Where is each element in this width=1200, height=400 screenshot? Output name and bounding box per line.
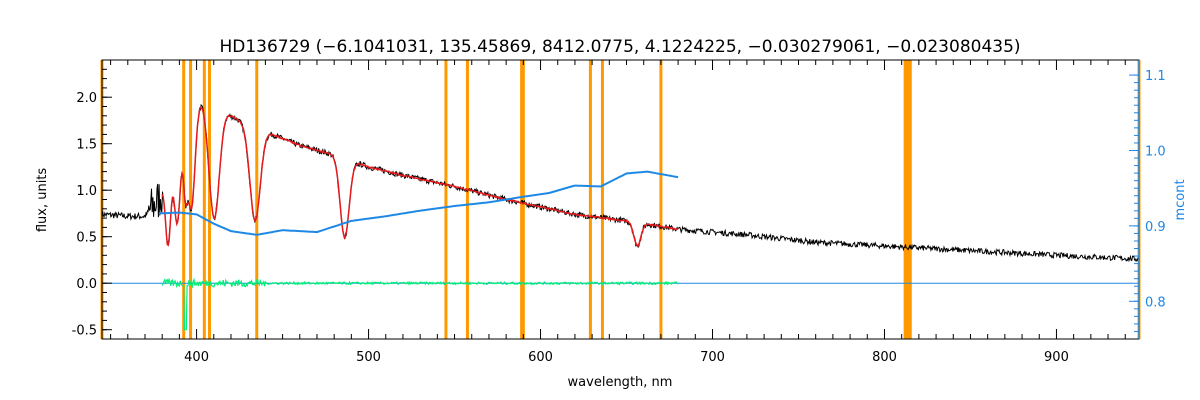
y-tick-label: -0.5 <box>72 324 97 339</box>
x-axis-label: wavelength, nm <box>568 375 673 390</box>
y-tick-label: 1.5 <box>76 138 97 153</box>
x-tick-label: 400 <box>184 350 209 365</box>
right-y-tick-label: 1.0 <box>1145 144 1166 159</box>
chart-title: HD136729 (−6.1041031, 135.45869, 8412.07… <box>219 37 1020 57</box>
y-tick-label: 1.0 <box>76 184 97 199</box>
x-axis: 400 500 600 700 800 900 <box>110 60 1126 365</box>
right-y-tick-label: 0.9 <box>1145 220 1166 235</box>
x-tick-label: 700 <box>700 350 725 365</box>
plot-area <box>101 103 1140 331</box>
mask-lines <box>100 60 1141 339</box>
y-tick-label: 2.0 <box>76 91 97 106</box>
y-tick-label: 0.5 <box>76 231 97 246</box>
y-axis: -0.5 0.0 0.5 1.0 1.5 2.0 <box>72 68 112 339</box>
model-fit-line <box>161 106 679 248</box>
x-tick-label: 900 <box>1044 350 1069 365</box>
x-tick-label: 500 <box>356 350 381 365</box>
right-y-axis: 0.8 0.9 1.0 1.1 <box>1129 60 1166 339</box>
residual-line <box>161 277 679 331</box>
x-tick-label: 600 <box>528 350 553 365</box>
x-tick-label: 800 <box>872 350 897 365</box>
right-y-axis-label: mcont <box>1173 179 1188 220</box>
right-y-tick-label: 1.1 <box>1145 69 1166 84</box>
y-axis-label: flux, units <box>35 168 50 233</box>
y-tick-label: 0.0 <box>76 277 97 292</box>
right-y-tick-label: 0.8 <box>1145 295 1166 310</box>
continuum-line <box>158 170 679 236</box>
